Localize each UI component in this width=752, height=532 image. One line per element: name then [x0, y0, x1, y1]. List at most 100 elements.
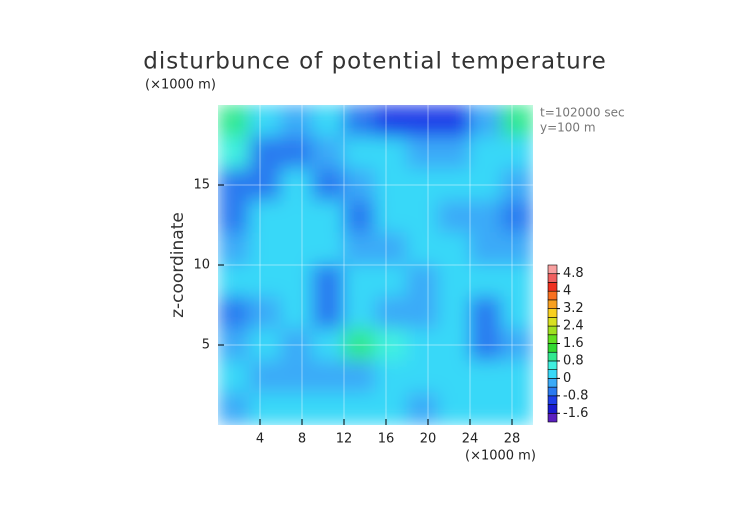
colorbar-box — [547, 264, 558, 275]
colorbar-label: 0 — [563, 371, 571, 386]
field-cell — [406, 168, 439, 202]
field-cell — [312, 264, 345, 298]
field-cell — [375, 328, 408, 362]
field-cell — [312, 296, 345, 330]
field-cell — [280, 296, 313, 330]
field-cell — [406, 296, 439, 330]
field-cell — [343, 105, 376, 138]
field-cell — [438, 105, 471, 138]
field-cell — [501, 392, 533, 425]
field-cell — [469, 360, 502, 394]
colorbar-box — [547, 378, 558, 388]
field-cell — [218, 232, 250, 266]
field-cell — [406, 328, 439, 362]
field-cell — [406, 392, 439, 425]
chart-title: disturbunce of potential temperature — [143, 49, 607, 75]
x-tick-label: 24 — [462, 432, 479, 447]
field-cell — [280, 200, 313, 234]
field-cell — [280, 232, 313, 266]
colorbar-label: 0.8 — [563, 353, 584, 368]
field-cell — [406, 360, 439, 394]
colorbar-box — [547, 308, 558, 318]
field-cell — [280, 328, 313, 362]
field — [218, 105, 533, 425]
colorbar-label: 4 — [563, 284, 571, 299]
field-cell — [469, 296, 502, 330]
field-cell — [312, 200, 345, 234]
field-cell — [343, 360, 376, 394]
field-cell — [218, 296, 250, 330]
field-cell — [280, 168, 313, 202]
field-cell — [312, 232, 345, 266]
field-cell — [501, 360, 533, 394]
colorbar-box — [547, 386, 558, 397]
colorbar-box — [547, 334, 558, 344]
field-cell — [469, 328, 502, 362]
field-cell — [406, 200, 439, 234]
field-cell — [343, 200, 376, 234]
field-cell — [469, 105, 502, 138]
colorbar-box — [547, 351, 558, 362]
colorbar-label: 2.4 — [563, 319, 584, 334]
field-cell — [312, 105, 345, 138]
colorbar-box — [547, 325, 558, 336]
field-cell — [501, 136, 533, 170]
field-cell — [438, 296, 471, 330]
colorbar-label: -1.6 — [563, 406, 588, 421]
colorbar-box — [547, 412, 558, 423]
field-cell — [375, 168, 408, 202]
colorbar-box — [547, 360, 558, 370]
field-cell — [280, 136, 313, 170]
field-cell — [375, 360, 408, 394]
field-cell — [249, 360, 282, 394]
colorbar-box — [547, 404, 558, 414]
field-cell — [249, 105, 282, 138]
field-cell — [312, 392, 345, 425]
field-cell — [375, 232, 408, 266]
y-unit: (×1000 m) — [145, 78, 216, 93]
x-tick-label: 16 — [378, 432, 395, 447]
field-cell — [469, 264, 502, 298]
field-cell — [501, 264, 533, 298]
colorbar-label: 1.6 — [563, 336, 584, 351]
field-cell — [249, 392, 282, 425]
field-cell — [438, 168, 471, 202]
x-tick-label: 4 — [256, 432, 264, 447]
field-cell — [218, 136, 250, 170]
field-cell — [249, 232, 282, 266]
colorbar-box — [547, 290, 558, 301]
field-cell — [375, 105, 408, 138]
colorbar-box — [547, 343, 558, 353]
field-cell — [501, 105, 533, 138]
field-cell — [406, 264, 439, 298]
field-cell — [249, 136, 282, 170]
y-tick-label: 5 — [202, 338, 210, 353]
annotation: y=100 m — [540, 121, 596, 135]
field-cell — [312, 328, 345, 362]
field-cell — [501, 200, 533, 234]
field-cell — [343, 296, 376, 330]
field-cell — [312, 360, 345, 394]
field-cell — [375, 136, 408, 170]
colorbar-box — [547, 369, 558, 379]
x-tick-label: 8 — [298, 432, 306, 447]
field-cell — [280, 392, 313, 425]
field-cell — [469, 232, 502, 266]
colorbar-label: 4.8 — [563, 266, 584, 281]
colorbar-box — [547, 317, 558, 327]
field-cell — [218, 264, 250, 298]
field-cell — [438, 328, 471, 362]
colorbar-box — [547, 273, 558, 283]
field-cell — [438, 232, 471, 266]
field-cell — [469, 168, 502, 202]
field-cell — [501, 296, 533, 330]
field-cell — [218, 105, 250, 138]
annotation: t=102000 sec — [540, 106, 625, 120]
field-cell — [438, 264, 471, 298]
field-cell — [249, 296, 282, 330]
foreground: 4 8 12 16 20 24 28 5 10 15 4.8 4 3.2 2.4 1.6 0.8 0 -0.8 -1… — [193, 105, 588, 447]
field-cell — [375, 296, 408, 330]
field-cell — [375, 200, 408, 234]
colorbar-label: 3.2 — [563, 301, 584, 316]
